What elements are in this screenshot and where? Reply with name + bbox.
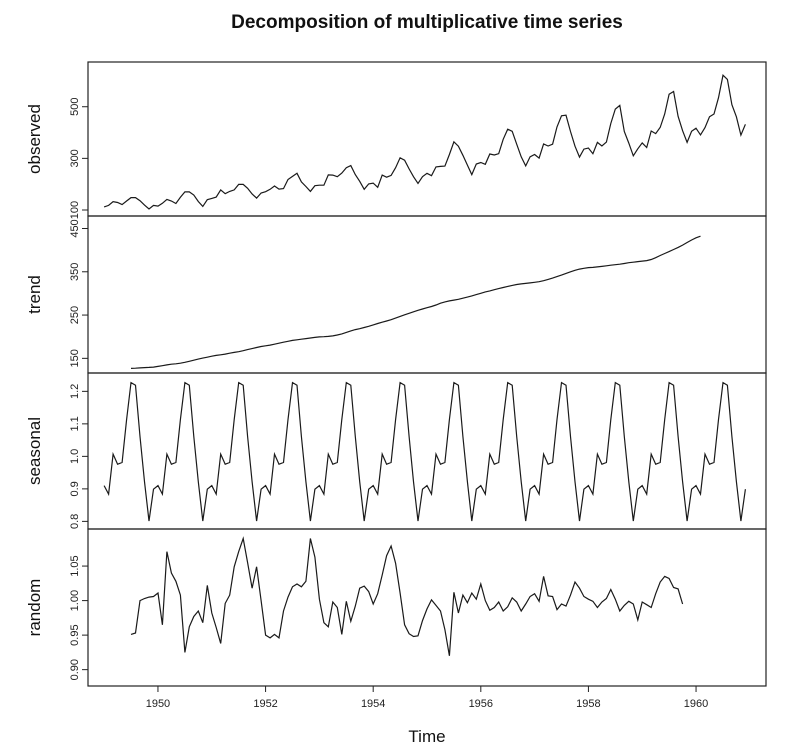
y-tick-label-trend: 450 xyxy=(69,219,81,237)
panel-frame-trend xyxy=(87,215,767,374)
panel-label-random: random xyxy=(25,579,44,637)
panel-label-seasonal: seasonal xyxy=(25,417,44,485)
x-tick-label: 1956 xyxy=(469,698,493,710)
y-tick-label-seasonal: 0.8 xyxy=(69,514,81,529)
y-tick-label-seasonal: 0.9 xyxy=(69,481,81,496)
y-tick-label-observed: 100 xyxy=(69,201,81,219)
series-line-seasonal xyxy=(103,381,746,522)
x-tick-label: 1958 xyxy=(576,698,600,710)
y-tick-label-trend: 150 xyxy=(69,349,81,367)
panel-seasonal: 0.8 0.9 1.0 1.1 1.2 seasonal xyxy=(25,372,767,530)
x-axis: 1950 1952 1954 1956 1958 1960 xyxy=(146,686,708,710)
y-tick-label-observed: 300 xyxy=(69,149,81,167)
series-line-observed xyxy=(103,74,746,210)
y-tick-label-seasonal: 1.2 xyxy=(69,384,81,399)
panel-trend: 150 250 350 450 trend xyxy=(25,215,767,374)
y-tick-label-trend: 350 xyxy=(69,263,81,281)
chart-title: Decomposition of multiplicative time ser… xyxy=(231,12,623,33)
x-axis-label: Time xyxy=(408,727,445,746)
y-tick-label-random: 1.00 xyxy=(69,590,81,611)
y-tick-label-seasonal: 1.1 xyxy=(69,416,81,431)
x-tick-label: 1952 xyxy=(253,698,277,710)
y-tick-label-random: 0.90 xyxy=(69,659,81,680)
x-tick-label: 1950 xyxy=(146,698,170,710)
y-tick-label-trend: 250 xyxy=(69,306,81,324)
y-tick-label-random: 0.95 xyxy=(69,624,81,645)
x-tick-label: 1954 xyxy=(361,698,385,710)
y-tick-label-observed: 500 xyxy=(69,98,81,116)
panel-frame-random xyxy=(87,528,767,687)
panel-label-trend: trend xyxy=(25,275,44,314)
panels-group: 100300500observed150250350450trend0.80.9… xyxy=(25,61,767,687)
x-tick-label: 1960 xyxy=(684,698,708,710)
panel-label-observed: observed xyxy=(25,104,44,174)
series-line-trend xyxy=(130,235,701,369)
panel-observed: 100 300 500 observed xyxy=(25,61,767,219)
panel-random: 0.90 0.95 1.00 1.05 random xyxy=(25,528,767,687)
series-line-random xyxy=(130,536,684,656)
y-tick-label-seasonal: 1.0 xyxy=(69,449,81,464)
y-tick-label-random: 1.05 xyxy=(69,555,81,576)
